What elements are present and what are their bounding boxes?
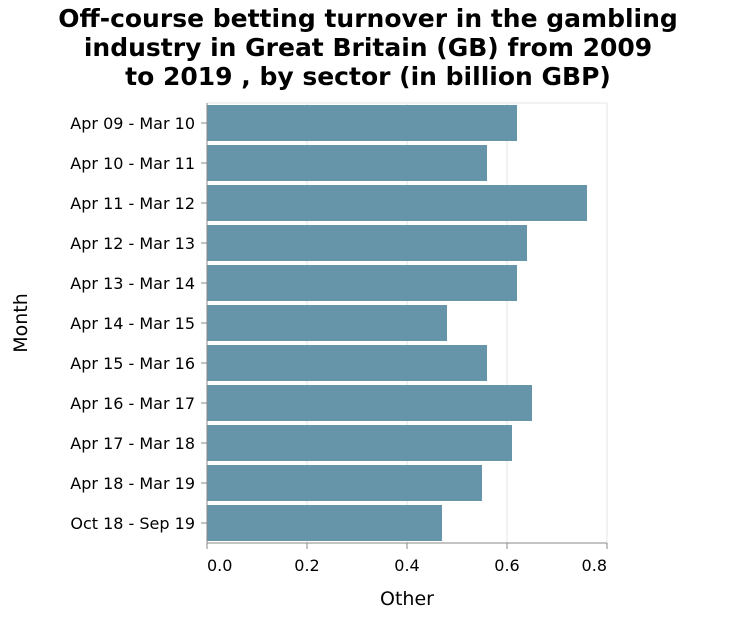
x-tick-label: 0.4 bbox=[394, 556, 419, 575]
x-tick-label: 0.0 bbox=[207, 556, 232, 575]
y-tick-label: Oct 18 - Sep 19 bbox=[70, 514, 195, 533]
bar bbox=[207, 265, 517, 301]
x-tick-label: 0.2 bbox=[294, 556, 319, 575]
y-tick-label: Apr 17 - Mar 18 bbox=[70, 434, 195, 453]
chart-title-line-3: to 2019 , by sector (in billion GBP) bbox=[125, 62, 611, 91]
axes: Apr 09 - Mar 10 Apr 10 - Mar 11 Apr 11 - M… bbox=[70, 103, 608, 575]
chart-title-line-2: industry in Great Britain (GB) from 2009 bbox=[83, 33, 653, 62]
bar bbox=[207, 425, 512, 461]
chart-title: Off-course betting turnover in the gambl… bbox=[0, 4, 736, 91]
bar bbox=[207, 385, 532, 421]
bar bbox=[207, 305, 447, 341]
chart-title-line-1: Off-course betting turnover in the gambl… bbox=[58, 4, 678, 33]
bar bbox=[207, 465, 482, 501]
y-axis-title: Month bbox=[10, 293, 32, 353]
x-tick-label: 0.8 bbox=[582, 556, 607, 575]
y-tick-label: Apr 10 - Mar 11 bbox=[70, 154, 195, 173]
bar bbox=[207, 225, 527, 261]
bar bbox=[207, 105, 517, 141]
y-tick-label: Apr 16 - Mar 17 bbox=[70, 394, 195, 413]
x-tick-label: 0.6 bbox=[494, 556, 519, 575]
bar bbox=[207, 185, 587, 221]
y-tick-label: Apr 15 - Mar 16 bbox=[70, 354, 195, 373]
y-tick-label: Apr 13 - Mar 14 bbox=[70, 274, 195, 293]
bar bbox=[207, 345, 487, 381]
x-axis-title: Other bbox=[380, 588, 434, 610]
y-tick-label: Apr 09 - Mar 10 bbox=[70, 114, 195, 133]
bars bbox=[207, 105, 587, 541]
bar bbox=[207, 145, 487, 181]
y-tick-label: Apr 14 - Mar 15 bbox=[70, 314, 195, 333]
y-tick-label: Apr 12 - Mar 13 bbox=[70, 234, 195, 253]
bar bbox=[207, 505, 442, 541]
y-tick-label: Apr 11 - Mar 12 bbox=[70, 194, 195, 213]
y-tick-label: Apr 18 - Mar 19 bbox=[70, 474, 195, 493]
